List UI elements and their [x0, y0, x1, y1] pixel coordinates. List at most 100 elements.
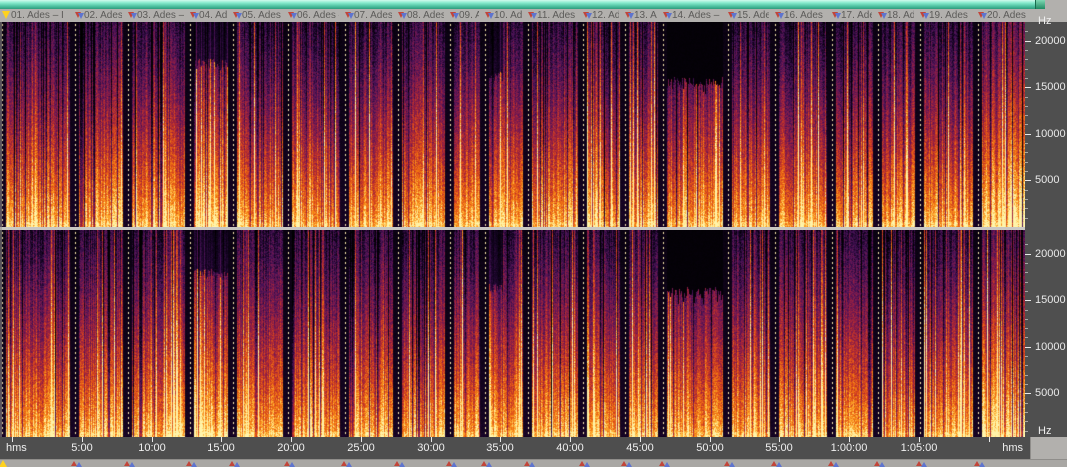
marker-flag-icon[interactable]: [728, 10, 737, 21]
strip-marker-icon[interactable]: [921, 462, 927, 467]
track-marker[interactable]: 07. Ades: [345, 9, 392, 22]
strip-marker-icon[interactable]: [346, 462, 352, 467]
track-marker[interactable]: 20. Ades: [978, 9, 1039, 22]
track-marker[interactable]: 10. Ade: [485, 9, 522, 22]
track-marker[interactable]: 12. Ade: [583, 9, 619, 22]
strip-marker-icon[interactable]: [626, 462, 632, 467]
strip-marker-icon[interactable]: [879, 462, 885, 467]
strip-marker-icon[interactable]: [446, 461, 452, 466]
strip-marker-icon[interactable]: [234, 462, 240, 467]
strip-marker-icon[interactable]: [191, 462, 197, 467]
strip-marker-icon[interactable]: [916, 461, 922, 466]
marker-flag-icon[interactable]: [978, 10, 987, 21]
strip-marker-icon[interactable]: [451, 462, 457, 467]
freq-tick-label: 5000: [1035, 174, 1060, 187]
strip-marker-icon[interactable]: [771, 461, 777, 466]
marker-flag-icon[interactable]: [528, 10, 537, 21]
marker-flag-icon[interactable]: [75, 10, 84, 21]
track-marker[interactable]: 01. Ades – I: [2, 9, 69, 22]
strip-marker-icon[interactable]: [394, 461, 400, 466]
marker-flag-icon[interactable]: [775, 10, 784, 21]
marker-flag-icon[interactable]: [583, 10, 592, 21]
marker-flag-icon[interactable]: [485, 10, 494, 21]
spectrogram-right-channel[interactable]: [0, 230, 1025, 437]
track-marker[interactable]: 08. Ades: [398, 9, 444, 22]
strip-marker-icon[interactable]: [659, 461, 665, 466]
frequency-axis[interactable]: Hz Hz 5000 10000 15000 20000 5000 10000 15000 2…: [1025, 15, 1067, 437]
marker-label: 03. Ades –: [137, 10, 184, 21]
strip-marker-icon[interactable]: [979, 462, 985, 467]
time-tick-label: 1:00:00: [830, 442, 868, 454]
strip-marker-icon[interactable]: [524, 461, 530, 466]
strip-marker-icon[interactable]: [129, 462, 135, 467]
marker-flag-icon[interactable]: [190, 10, 199, 21]
track-marker[interactable]: 11. Ades -: [528, 9, 577, 22]
strip-marker-icon[interactable]: [776, 462, 782, 467]
time-tick: [291, 437, 292, 442]
track-marker[interactable]: 09. Ac: [450, 9, 479, 22]
marker-flag-icon[interactable]: [663, 10, 672, 21]
time-axis[interactable]: hms hms 5:00 10:00 15:00 20:00 25:00 30:00 35:…: [0, 437, 1030, 459]
strip-marker-icon[interactable]: [284, 461, 290, 466]
strip-marker-icon[interactable]: [664, 462, 670, 467]
track-marker[interactable]: 19. Ades: [920, 9, 972, 22]
marker-flag-icon[interactable]: [625, 10, 634, 21]
strip-marker-icon[interactable]: [76, 462, 82, 467]
track-marker[interactable]: 04. Ades: [190, 9, 227, 22]
marker-flag-icon[interactable]: [920, 10, 929, 21]
time-tick: [919, 437, 920, 442]
channel-divider[interactable]: [0, 227, 1025, 230]
track-marker[interactable]: 13. Ad: [625, 9, 657, 22]
strip-marker-icon[interactable]: [124, 461, 130, 466]
track-marker[interactable]: 05. Ades: [233, 9, 282, 22]
marker-label: 16. Ades -: [784, 10, 826, 21]
strip-marker-icon[interactable]: [481, 461, 487, 466]
strip-marker-icon[interactable]: [289, 462, 295, 467]
track-marker[interactable]: 03. Ades –: [128, 9, 184, 22]
strip-marker-icon[interactable]: [729, 462, 735, 467]
track-marker[interactable]: 14. Ades – F: [663, 9, 722, 22]
strip-marker-icon[interactable]: [874, 461, 880, 466]
strip-marker-icon[interactable]: [486, 462, 492, 467]
marker-flag-icon[interactable]: [128, 10, 137, 21]
track-marker[interactable]: 15. Ades: [728, 9, 769, 22]
strip-marker-icon[interactable]: [621, 461, 627, 466]
strip-marker-icon[interactable]: [529, 462, 535, 467]
strip-marker-icon[interactable]: [579, 461, 585, 466]
strip-marker-icon[interactable]: [724, 461, 730, 466]
track-marker[interactable]: 18. Ades: [878, 9, 914, 22]
strip-marker-icon[interactable]: [229, 461, 235, 466]
strip-marker-icon[interactable]: [584, 462, 590, 467]
freq-tick: [1025, 189, 1028, 191]
marker-flag-icon[interactable]: [832, 10, 841, 21]
time-tick: [152, 437, 153, 442]
strip-marker-icon[interactable]: [71, 461, 77, 466]
freq-tick: [1025, 412, 1028, 414]
spectrogram-left-channel[interactable]: [0, 22, 1025, 227]
track-marker[interactable]: 06. Ades – .: [288, 9, 339, 22]
time-tick-label: 30:00: [417, 442, 445, 454]
marker-flag-icon[interactable]: [450, 10, 459, 21]
track-marker[interactable]: 16. Ades -: [775, 9, 826, 22]
track-marker[interactable]: 17. Ades: [832, 9, 872, 22]
strip-marker-icon[interactable]: [828, 461, 834, 466]
marker-flag-selected-icon[interactable]: [2, 10, 11, 21]
scrollbar-end-cap[interactable]: [1035, 0, 1045, 9]
freq-tick: [1025, 68, 1028, 70]
track-marker[interactable]: 02. Ades: [75, 9, 122, 22]
marker-flag-icon[interactable]: [398, 10, 407, 21]
strip-marker-icon[interactable]: [186, 461, 192, 466]
strip-marker-icon[interactable]: [399, 462, 405, 467]
marker-flag-icon[interactable]: [288, 10, 297, 21]
marker-flag-icon[interactable]: [233, 10, 242, 21]
strip-marker-icon[interactable]: [833, 462, 839, 467]
marker-flag-icon[interactable]: [345, 10, 354, 21]
freq-tick: [1025, 300, 1031, 302]
strip-marker-selected-icon[interactable]: [0, 460, 7, 467]
freq-tick: [1025, 124, 1028, 126]
marker-flag-icon[interactable]: [878, 10, 887, 21]
freq-tick: [1025, 402, 1028, 404]
marker-label: 06. Ades – .: [297, 10, 339, 21]
strip-marker-icon[interactable]: [974, 461, 980, 466]
strip-marker-icon[interactable]: [341, 461, 347, 466]
